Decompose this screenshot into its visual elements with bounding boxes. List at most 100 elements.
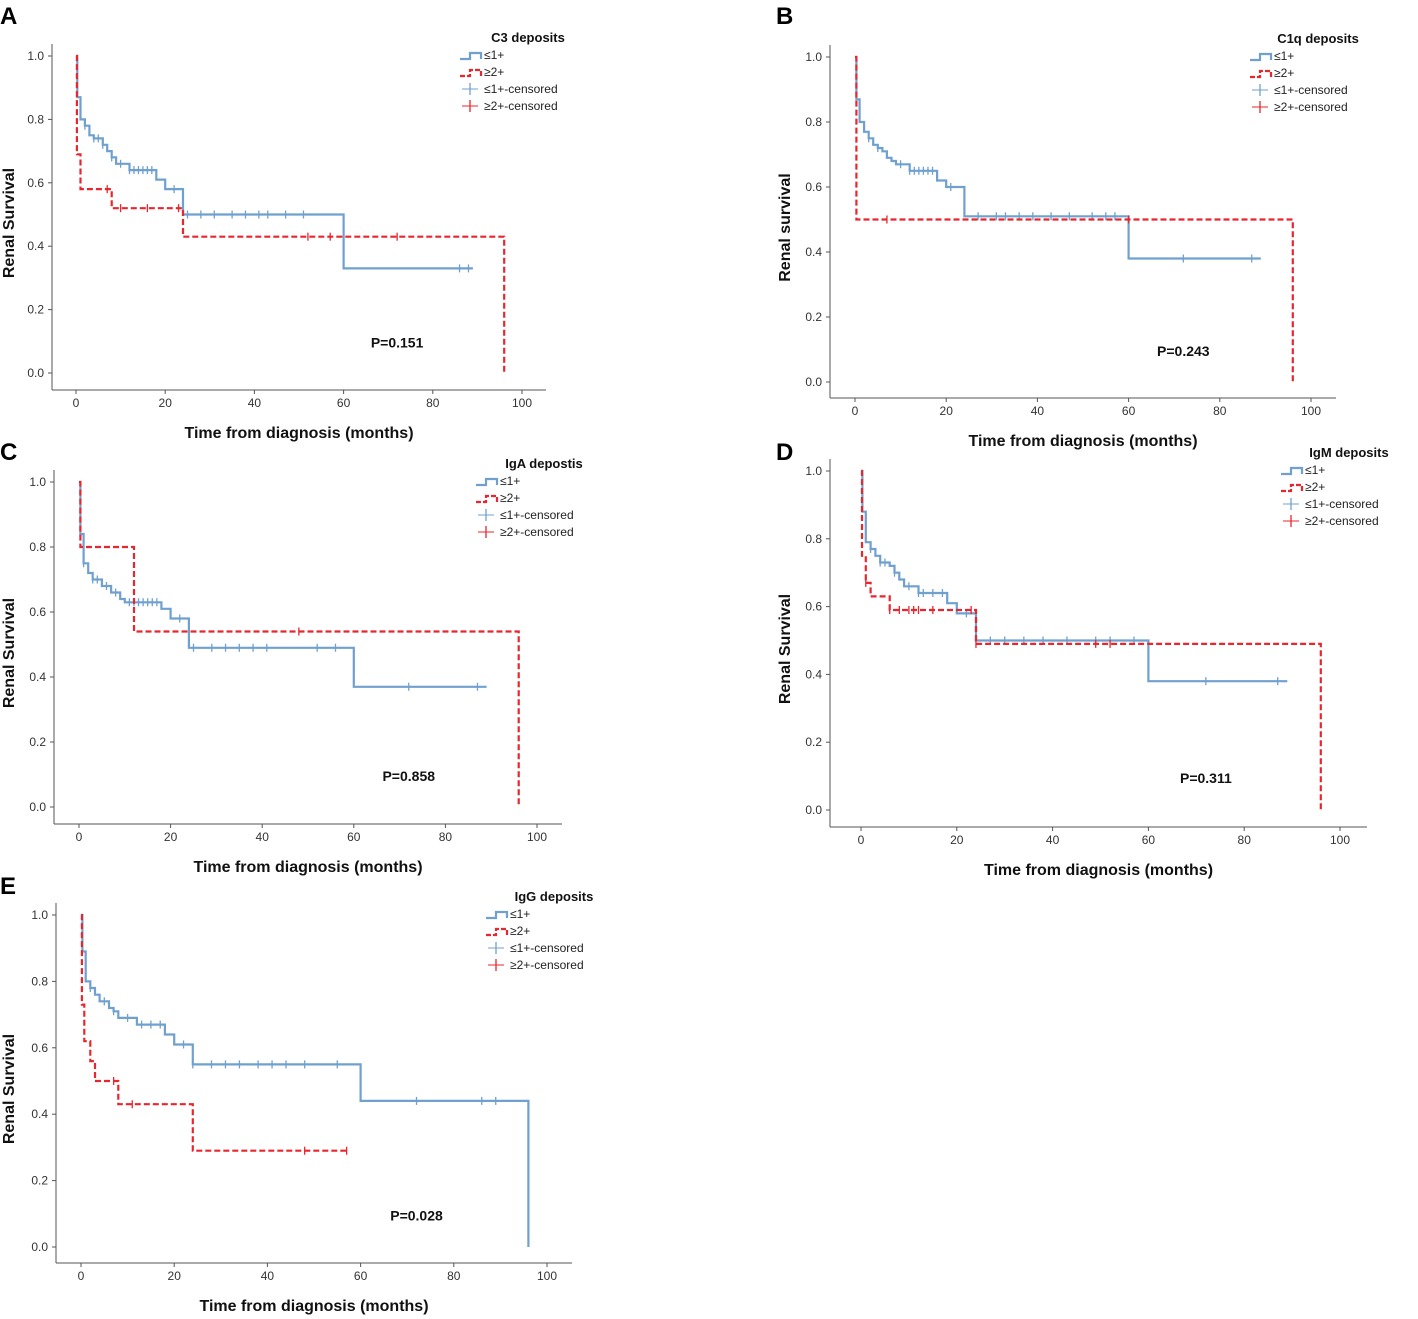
x-tick-label: 80 [439,830,453,844]
y-tick-label: 0.0 [805,803,822,817]
legend-label: ≥2+ [500,491,520,505]
x-tick-label: 20 [164,830,178,844]
x-tick-label: 60 [347,830,361,844]
x-tick-label: 80 [1213,404,1227,418]
legend-label: ≥2+ [510,924,530,938]
legend-label: ≤1+ [1305,463,1325,477]
y-tick-label: 1.0 [31,908,48,922]
x-axis-label: Time from diagnosis (months) [199,1298,428,1315]
legend-swatch [1250,52,1273,62]
y-tick-label: 1.0 [805,50,822,64]
x-tick-label: 0 [73,396,80,410]
legend-label: ≥2+ [484,65,504,79]
y-tick-label: 0.4 [29,670,46,684]
p-value: P=0.243 [1157,343,1210,359]
y-tick-label: 0.4 [31,1107,48,1121]
legend-label: ≥2+-censored [1305,514,1379,528]
legend-title: IgM deposits [1309,445,1388,460]
panel-a: A 0.0 0.2 0.4 0.6 0.8 1.0 0 20 40 60 80 100 Time fro… [0,0,700,442]
p-value: P=0.311 [1180,770,1232,786]
series-line-ge2 [80,913,347,1152]
x-tick-label: 40 [248,396,262,410]
legend-label: ≥2+ [1305,480,1325,494]
x-tick-label: 100 [537,1269,557,1283]
series-line-le1 [76,54,473,270]
legend-label: ≤1+-censored [484,82,558,96]
y-tick-label: 0.6 [31,1041,48,1055]
x-tick-label: 20 [940,404,954,418]
legend-label: ≤1+-censored [1305,497,1379,511]
legend-label: ≤1+ [484,48,504,62]
series-line-ge2 [855,55,1294,382]
p-value: P=0.151 [371,335,424,351]
legend-label: ≤1+-censored [500,508,574,522]
y-tick-label: 0.4 [805,667,822,681]
x-tick-label: 0 [76,830,83,844]
legend-swatch [476,494,499,504]
y-tick-label: 0.2 [805,735,822,749]
x-tick-label: 40 [1046,833,1060,847]
x-tick-label: 0 [852,404,859,418]
series-line-le1 [79,480,487,688]
panel-b-chart: B 0.0 0.2 0.4 0.6 0.8 1.0 0 20 40 60 80 100 Time fro… [776,3,1359,450]
legend-swatch [486,910,509,920]
y-tick-label: 0.0 [31,1240,48,1254]
x-tick-label: 60 [337,396,351,410]
x-tick-label: 80 [1238,833,1252,847]
y-axis-label: Renal survival [777,173,794,282]
x-tick-label: 100 [527,830,547,844]
panel-c: C 0.0 0.2 0.4 0.6 0.8 1.0 0 20 40 60 80 100 Time fro… [0,436,700,882]
x-axis-label: Time from diagnosis (months) [968,433,1197,450]
y-tick-label: 0.4 [27,239,44,253]
legend-swatch [460,68,483,78]
panel-label: D [776,439,793,466]
y-tick-label: 0.8 [31,974,48,988]
x-tick-label: 40 [261,1269,275,1283]
x-tick-label: 100 [1330,833,1350,847]
legend-label: ≤1+-censored [510,941,584,955]
panel-e: E 0.0 0.2 0.4 0.6 0.8 1.0 0 20 40 60 80 100 Time fro… [0,870,700,1319]
y-axis-label: Renal Survival [1,168,18,278]
y-tick-label: 0.0 [805,375,822,389]
legend-title: IgG deposits [515,889,594,904]
x-tick-label: 60 [1122,404,1136,418]
legend-swatch [1281,466,1304,476]
legend-title: IgA depostis [505,456,583,471]
y-tick-label: 0.8 [29,540,46,554]
y-axis-label: Renal Survival [1,598,18,708]
legend-swatch [486,927,509,937]
y-tick-label: 0.8 [27,112,44,126]
y-tick-label: 0.6 [27,176,44,190]
legend-swatch [1281,483,1304,493]
y-tick-label: 0.6 [805,180,822,194]
legend-label: ≤1+ [500,474,520,488]
panel-a-chart: A 0.0 0.2 0.4 0.6 0.8 1.0 0 20 40 60 80 100 Time fro… [0,3,565,442]
x-tick-label: 0 [858,833,865,847]
panel-b: B 0.0 0.2 0.4 0.6 0.8 1.0 0 20 40 60 80 100 Time fro… [776,0,1418,450]
series-line-le1 [861,469,1288,683]
legend-swatch [1250,69,1273,79]
y-axis-label: Renal Survival [777,594,794,704]
x-axis-label: Time from diagnosis (months) [184,425,413,442]
x-tick-label: 100 [1301,404,1321,418]
p-value: P=0.858 [382,768,435,784]
legend-label: ≥2+-censored [500,525,574,539]
y-tick-label: 0.2 [805,310,822,324]
p-value: P=0.028 [390,1207,443,1223]
legend-swatch [460,51,483,61]
legend-label: ≥2+ [1274,66,1294,80]
panel-label: B [776,3,793,30]
x-tick-label: 20 [950,833,964,847]
series-line-ge2 [75,54,506,373]
x-tick-label: 20 [168,1269,182,1283]
legend-swatch [476,477,499,487]
y-tick-label: 0.6 [29,605,46,619]
x-tick-label: 40 [1031,404,1045,418]
x-tick-label: 0 [78,1269,85,1283]
y-tick-label: 1.0 [27,49,44,63]
legend-label: ≥2+-censored [1274,100,1348,114]
legend-label: ≥2+-censored [484,99,558,113]
x-tick-label: 80 [426,396,440,410]
x-tick-label: 80 [447,1269,461,1283]
legend-label: ≤1+ [1274,49,1294,63]
